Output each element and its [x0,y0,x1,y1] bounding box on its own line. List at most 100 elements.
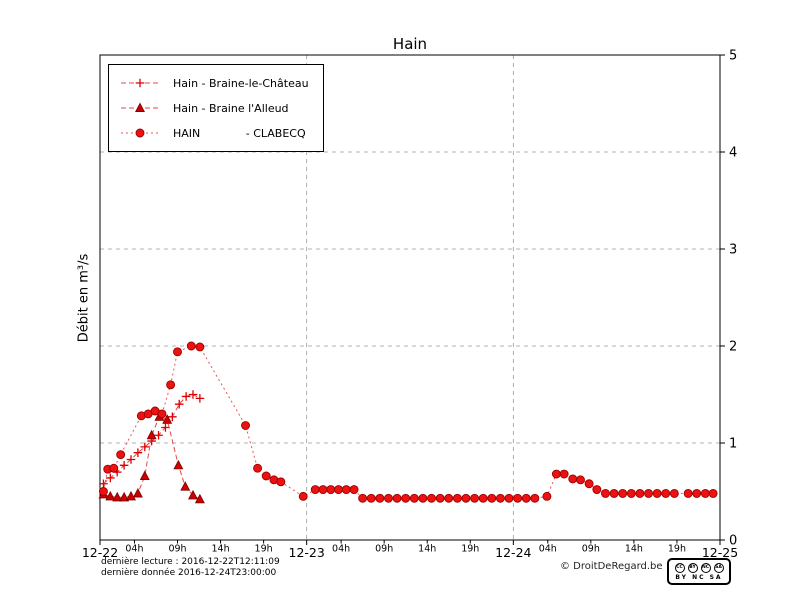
marker-circle-icon [513,493,523,503]
last-reading-text: dernière lecture : 2016-12-22T12:11:09 [101,557,280,567]
marker-circle-icon [166,380,176,390]
x-tick-label: 04h [125,544,143,555]
marker-circle-icon [109,463,119,473]
marker-plus-icon [133,448,143,457]
legend-sample-triangle-icon [121,102,159,112]
marker-circle-icon [261,471,271,481]
marker-circle-icon [683,488,693,498]
marker-circle-icon [559,469,569,479]
marker-circle-icon [157,409,167,419]
marker-circle-icon [341,485,351,495]
marker-plus-icon [181,392,191,401]
marker-circle-icon [652,488,662,498]
x-tick-label: 12-25 [702,545,738,560]
marker-plus-icon [106,473,115,483]
x-tick-label: 19h [461,544,479,555]
marker-triangle-icon [112,491,123,502]
marker-circle-icon [366,493,376,503]
marker-circle-icon [644,488,653,498]
marker-circle-icon [427,493,436,503]
marker-circle-icon [186,341,196,351]
marker-plus-icon [154,430,163,440]
marker-circle-icon [542,491,552,501]
cc-icons-row: CC BY NC SA [674,562,724,573]
marker-circle-icon [298,491,308,501]
marker-triangle-icon [119,491,130,502]
y-tick-label: 3 [729,243,737,258]
marker-circle-icon [409,493,419,503]
marker-circle-icon [618,488,628,498]
marker-plus-icon [99,479,108,489]
marker-triangle-icon [188,489,198,500]
x-tick-label: 19h [255,544,273,555]
marker-plus-icon [174,399,184,409]
marker-triangle-icon [139,470,150,480]
marker-circle-icon [461,493,471,503]
marker-circle-icon [478,493,488,503]
marker-circle-icon [310,485,320,495]
x-tick-label: 04h [332,544,350,555]
marker-circle-icon [241,421,250,430]
marker-circle-icon [98,487,108,496]
marker-circle-icon [392,493,402,503]
marker-circle-icon [551,469,561,479]
x-tick-label: 19h [668,544,686,555]
marker-plus-icon [119,461,129,470]
marker-circle-icon [334,485,343,495]
marker-circle-icon [435,493,445,503]
marker-triangle-icon [126,490,136,501]
marker-triangle-icon [105,490,116,501]
marker-circle-icon [418,493,428,503]
marker-circle-icon [601,488,610,498]
marker-plus-icon [135,78,145,88]
last-data-text: dernière donnée 2016-12-24T23:00:00 [101,568,277,578]
legend-label: Hain - Braine-le-Château [173,76,309,90]
legend-item-hain-clabecq: HAIN - CLABECQ [118,125,309,141]
marker-circle-icon [173,347,182,357]
legend-item-hain-braine-l-alleud: Hain - Braine l'Alleud [118,100,309,116]
y-tick-label: 4 [729,146,737,161]
marker-plus-icon [195,394,205,403]
marker-circle-icon [521,493,531,503]
x-tick-label: 14h [212,544,230,555]
cc-terms-text: BY NC SA [675,573,723,581]
marker-circle-icon [708,488,718,498]
marker-circle-icon [452,493,462,503]
y-tick-label: 0 [729,534,737,549]
marker-triangle-icon [146,429,157,440]
legend: Hain - Braine-le-Château Hain - Braine l'… [108,64,324,152]
marker-circle-icon [358,493,368,503]
marker-plus-icon [168,412,177,422]
marker-circle-icon [487,493,497,503]
marker-plus-icon [140,442,150,452]
x-tick-label: 12-23 [289,545,325,560]
marker-circle-icon [444,493,454,503]
marker-circle-icon [584,479,594,489]
marker-circle-icon [661,488,671,498]
marker-circle-icon [576,475,585,485]
legend-sample-plus-icon [121,78,159,88]
x-tick-label: 14h [418,544,436,555]
marker-circle-icon [318,485,328,495]
cc-license-badge[interactable]: CC BY NC SA BY NC SA [667,558,731,585]
marker-triangle-icon [162,414,173,424]
x-tick-label: 14h [625,544,643,555]
marker-circle-icon [470,493,480,503]
x-tick-label: 09h [375,544,393,555]
x-tick-label: 09h [168,544,186,555]
cc-logo-icon: CC [674,562,685,573]
marker-circle-icon [116,450,126,460]
plot-border [99,54,721,541]
marker-plus-icon [126,455,136,464]
marker-circle-icon [384,493,393,503]
series-line-hain-braine-l-alleud [103,416,201,500]
marker-circle-icon [700,488,710,498]
marker-circle-icon [504,493,514,503]
y-tick-label: 1 [729,437,737,452]
marker-triangle-icon [180,481,191,491]
cc-sa-icon: SA [713,562,724,573]
marker-circle-icon [626,488,636,498]
x-tick-label: 12-22 [82,545,118,560]
